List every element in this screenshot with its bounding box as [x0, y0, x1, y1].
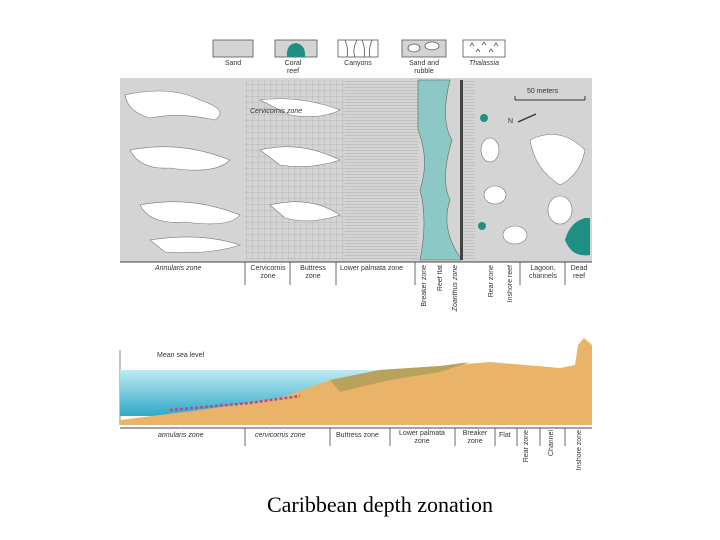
profile-zone-label: Channel: [548, 430, 555, 457]
breaker-reef: [417, 79, 463, 261]
legend-label: Sand: [224, 60, 242, 67]
profile-zone-label: Inshore zone: [576, 430, 583, 471]
profile-dividers: [244, 428, 566, 446]
reef-flat-lines: [463, 80, 475, 260]
profile-zone-label: annularis zone: [158, 432, 204, 439]
caption: Caribbean depth zonation: [266, 492, 494, 517]
zone-label: Dead reef: [570, 265, 588, 280]
profile-zone-label: Breaker zone: [462, 430, 488, 445]
shape: [483, 185, 507, 205]
zone-label: Breaker zone: [421, 265, 428, 307]
shape: [129, 146, 231, 171]
coral-heads: [478, 114, 590, 256]
profile: [119, 338, 592, 446]
scale-label: 50 meters: [527, 88, 559, 95]
legend-label: Canyons: [344, 60, 372, 67]
zone-label: Zoanthus zone: [452, 265, 459, 312]
profile-zone-label: Rear zone: [523, 430, 530, 463]
north-label: N: [508, 118, 514, 125]
profile-zone-label: Buttress zone: [336, 432, 379, 439]
shape: [529, 134, 586, 186]
coral-shape: [286, 43, 306, 57]
thalassia-swatch: [462, 39, 506, 58]
shape: [502, 225, 528, 245]
shape: [139, 201, 241, 225]
north-arrow: [517, 113, 537, 123]
map-label: Cervicornis zone: [250, 108, 303, 115]
sand-swatch: [212, 39, 254, 58]
reef-flat-edge: [460, 80, 463, 260]
shape: [480, 137, 500, 163]
thalassia-shape: [469, 41, 499, 53]
profile-zone-label: Lower palmata zone: [399, 430, 445, 445]
zone-label: Annularis zone: [155, 265, 202, 272]
shape: [269, 201, 341, 222]
canyon-swatch: [337, 39, 379, 58]
legend-label: Thalassia: [469, 60, 499, 67]
zone-label: Inshore reef: [507, 265, 514, 303]
rubble-shape: [407, 43, 421, 53]
shape: [259, 146, 341, 167]
shape: [478, 222, 486, 230]
zone-label: Lower palmata zone: [340, 265, 404, 272]
palmata-lines: [345, 80, 418, 260]
zone-label: Reef flat: [437, 265, 444, 292]
legend-label: Coral reef: [284, 60, 302, 75]
plan-map: [120, 78, 592, 285]
shape: [480, 114, 488, 122]
profile-zone-label: Flat: [499, 432, 511, 439]
coral-profile: [169, 394, 301, 412]
zone-label: Buttress zone: [300, 265, 326, 280]
shape: [258, 98, 341, 117]
rubble-shape: [424, 41, 440, 51]
legend-label: Sand and rubble: [409, 60, 439, 75]
canyon-shape: [344, 39, 373, 58]
reef-profile: [330, 362, 470, 392]
sea-level-label: Mean sea level: [157, 352, 205, 359]
map-blobs: [124, 90, 586, 253]
zone-label: Cervicornis zone: [250, 265, 286, 280]
zone-label: Lagoon, channels: [528, 265, 558, 280]
zone-dividers: [244, 262, 566, 285]
shape: [547, 195, 573, 225]
zone-label: Rear zone: [488, 265, 495, 298]
shape: [149, 236, 241, 253]
legend-swatches: [212, 39, 506, 58]
profile-zone-label: cervicornis zone: [255, 432, 306, 439]
shape: [124, 90, 221, 121]
shape: [565, 218, 590, 256]
